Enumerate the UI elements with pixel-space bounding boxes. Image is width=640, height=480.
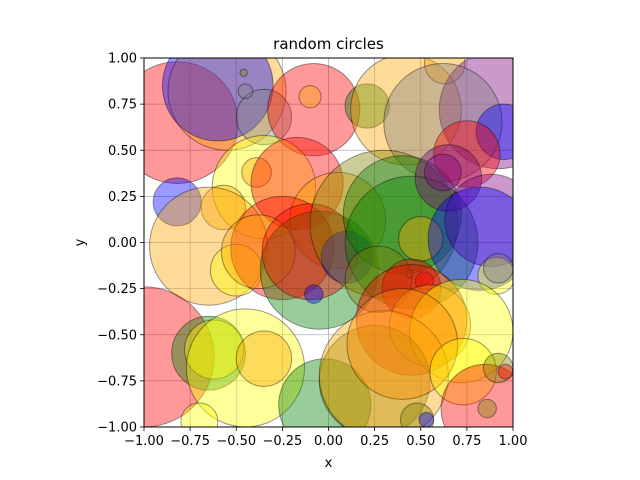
y-tick-label-1: −0.75 <box>97 374 137 389</box>
y-tick-label-0: −1.00 <box>97 421 137 436</box>
y-tick-label-3: −0.25 <box>97 282 137 297</box>
x-tick-label-8: 1.00 <box>499 434 528 449</box>
circle-52 <box>278 358 372 427</box>
circle-59 <box>497 363 513 380</box>
circle-38 <box>344 245 413 314</box>
x-tick-label-4: 0.00 <box>314 434 343 449</box>
circle-51 <box>180 402 219 427</box>
circle-17 <box>200 184 246 231</box>
circle-5 <box>239 68 248 77</box>
circle-37 <box>482 253 513 284</box>
y-tick-label-7: 0.75 <box>108 98 137 113</box>
circle-2 <box>161 58 274 142</box>
circle-7 <box>298 85 322 109</box>
x-axis-label: x <box>325 456 333 471</box>
circle-10 <box>423 58 466 85</box>
circle-36 <box>477 256 513 295</box>
circle-44 <box>388 284 472 367</box>
circle-35 <box>427 186 513 291</box>
circle-48 <box>184 319 245 380</box>
x-tick-label-5: 0.25 <box>360 434 389 449</box>
circle-3 <box>235 88 293 146</box>
circle-24 <box>259 210 379 330</box>
circle-33 <box>423 153 462 192</box>
circle-1 <box>167 58 287 151</box>
circle-12 <box>383 63 503 183</box>
x-tick-label-7: 0.75 <box>452 434 481 449</box>
circle-9 <box>350 58 462 166</box>
circle-0 <box>144 61 239 184</box>
circle-47 <box>171 315 246 391</box>
circle-22 <box>230 195 335 301</box>
y-axis-ticks: −1.00 −0.75 −0.50 −0.25 0.00 0.25 0.50 0.75 1.00 <box>97 52 144 436</box>
circle-31 <box>433 120 501 188</box>
y-tick-label-2: −0.50 <box>97 328 137 343</box>
circle-56 <box>429 337 497 406</box>
x-tick-label-6: 0.50 <box>406 434 435 449</box>
circle-42 <box>304 284 324 304</box>
circle-26 <box>320 230 374 284</box>
circle-43 <box>355 264 468 376</box>
circle-14 <box>152 177 202 227</box>
circle-23 <box>220 214 296 290</box>
x-tick-label-2: −0.50 <box>216 434 256 449</box>
y-axis-label: y <box>73 238 88 246</box>
circle-15 <box>211 134 317 240</box>
circle-50 <box>235 330 293 387</box>
circle-30 <box>398 216 444 262</box>
x-tick-label-3: −0.25 <box>262 434 302 449</box>
circle-53 <box>318 325 431 427</box>
circle-62 <box>418 411 435 427</box>
circle-layer <box>144 58 513 427</box>
circle-39 <box>381 258 442 319</box>
circle-40 <box>414 271 435 291</box>
circle-8 <box>344 83 390 129</box>
circle-55 <box>346 288 459 400</box>
circle-32 <box>414 144 483 212</box>
circle-54 <box>318 310 449 427</box>
circle-18 <box>250 136 344 231</box>
circle-60 <box>477 398 497 419</box>
circle-11 <box>438 58 513 170</box>
circle-20 <box>149 186 269 306</box>
x-axis-ticks: −1.00 −0.75 −0.50 −0.25 0.00 0.25 0.50 0.75 1.00 <box>124 427 527 449</box>
circle-34 <box>444 173 513 267</box>
circle-41 <box>405 269 414 279</box>
y-tick-label-8: 1.00 <box>108 52 137 67</box>
y-tick-label-6: 0.50 <box>108 144 137 159</box>
circle-25 <box>261 203 359 301</box>
y-tick-label-5: 0.25 <box>108 190 137 205</box>
circle-13 <box>475 103 513 160</box>
circle-61 <box>399 402 435 427</box>
chart-title: random circles <box>273 35 384 53</box>
circle-6 <box>267 63 361 157</box>
circle-28 <box>342 155 462 275</box>
circle-29 <box>344 175 479 310</box>
x-tick-label-0: −1.00 <box>124 434 164 449</box>
circle-21 <box>209 243 263 297</box>
circle-16 <box>241 157 272 188</box>
circle-57 <box>440 363 513 427</box>
circle-4 <box>237 83 254 100</box>
x-tick-label-1: −0.75 <box>170 434 210 449</box>
circle-27 <box>309 149 459 299</box>
circle-46 <box>144 286 215 427</box>
circle-19 <box>289 171 387 269</box>
y-tick-label-4: 0.00 <box>108 236 137 251</box>
